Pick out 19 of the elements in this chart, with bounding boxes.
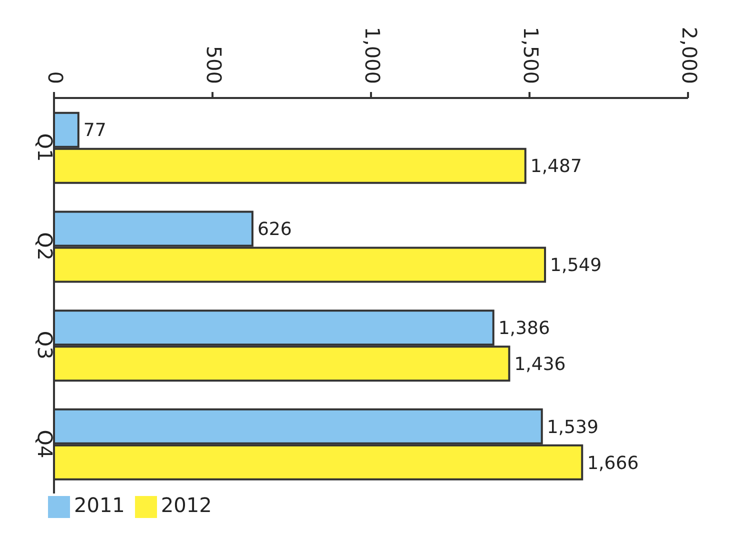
y-tick-label: Q4 bbox=[33, 430, 57, 458]
data-label: 1,666 bbox=[587, 452, 639, 474]
data-label: 1,549 bbox=[550, 255, 602, 276]
y-tick-label: Q3 bbox=[33, 330, 57, 360]
data-label: 1,436 bbox=[514, 354, 566, 375]
y-tick-label: Q1 bbox=[33, 133, 57, 162]
x-tick-label: 0 bbox=[44, 71, 68, 84]
legend-label: 2011 bbox=[74, 493, 125, 518]
legend-label: 2012 bbox=[160, 493, 212, 518]
data-label: 77 bbox=[83, 120, 106, 142]
x-tick-label: 500 bbox=[202, 46, 226, 84]
x-tick-label: 1,000 bbox=[360, 26, 385, 84]
data-label: 1,539 bbox=[546, 416, 598, 438]
data-label: 1,487 bbox=[530, 156, 582, 178]
data-label: 626 bbox=[257, 219, 292, 240]
x-tick-label: 2,000 bbox=[678, 26, 702, 84]
data-label: 1,386 bbox=[498, 318, 550, 339]
x-tick-label: 1,500 bbox=[519, 26, 544, 84]
y-tick-label: Q2 bbox=[33, 232, 57, 261]
